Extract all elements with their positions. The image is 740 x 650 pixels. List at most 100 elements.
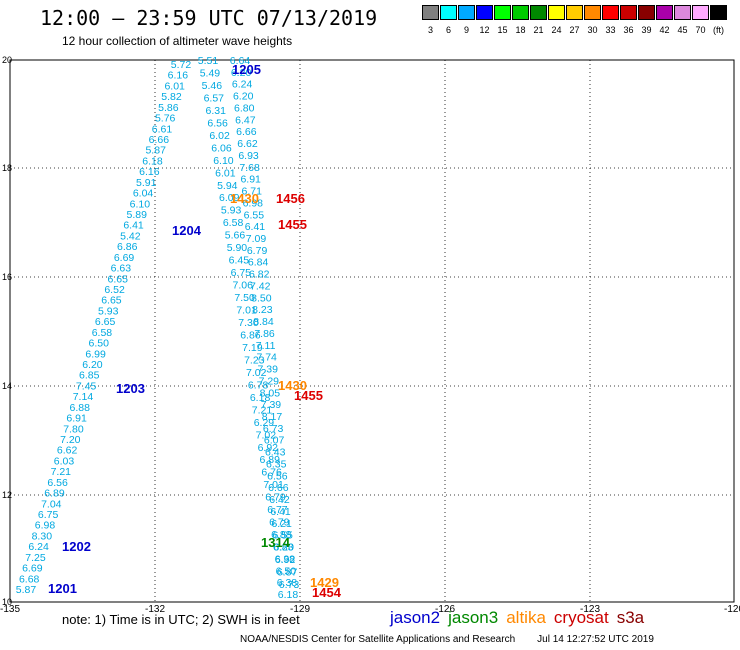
scale-label: 21: [533, 25, 544, 35]
track2-value: 5.93: [221, 205, 242, 217]
track2-value: 6.87: [277, 567, 298, 579]
track2-value: 6.88: [271, 529, 292, 541]
track1-value: 6.03: [54, 455, 75, 467]
legend-altika: altika: [506, 608, 546, 627]
track3-value: 6.41: [245, 221, 266, 233]
scale-label: 45: [677, 25, 688, 35]
track2-value: 6.92: [275, 554, 296, 566]
track1-value: 5.93: [98, 305, 119, 317]
track2-value: 6.56: [207, 117, 228, 129]
track1-value: 6.68: [19, 573, 40, 585]
track2-value: 6.06: [211, 142, 232, 154]
track1-value: 6.16: [168, 70, 189, 82]
time-marker: 1201: [48, 581, 77, 596]
scale-swatch: [494, 5, 511, 20]
track3-value: 6.91: [240, 174, 261, 186]
page-title: 12:00 – 23:59 UTC 07/13/2019: [40, 6, 378, 30]
scale-label: 30: [587, 25, 598, 35]
units-note: note: 1) Time is in UTC; 2) SWH is in fe…: [62, 612, 300, 627]
time-marker: 1429: [310, 575, 339, 590]
track2-value: 6.86: [240, 329, 261, 341]
track1-value: 6.10: [130, 198, 151, 210]
track3-value: 6.38: [277, 577, 298, 589]
track1-value: 6.18: [142, 155, 163, 167]
track1-value: 5.91: [136, 177, 157, 189]
track3-value: 6.64: [230, 55, 251, 67]
track2-value: 6.18: [250, 392, 271, 404]
y-tick-label: 18: [2, 163, 12, 173]
track3-value: 8.17: [262, 411, 283, 423]
track3-value: 6.93: [238, 150, 259, 162]
scale-label: 12: [479, 25, 490, 35]
scale-label: 24: [551, 25, 562, 35]
x-tick-label: -123: [580, 604, 600, 615]
track2-value: 6.77: [267, 504, 288, 516]
track3-value: 6.07: [264, 435, 285, 447]
track2-value: 7.01: [236, 305, 257, 317]
scale-label: 3: [427, 25, 433, 35]
track3-value: 6.80: [234, 102, 255, 114]
x-tick-label: -135: [0, 604, 20, 615]
track1-value: 6.65: [95, 316, 116, 328]
y-tick-label: 14: [2, 381, 12, 391]
track3-value: 7.42: [250, 280, 271, 292]
scale-label: 9: [463, 25, 469, 35]
track1-value: 6.65: [101, 295, 122, 307]
scale-swatch: [512, 5, 529, 20]
track2-value: 7.21: [252, 404, 273, 416]
scale-swatch: [530, 5, 547, 20]
map-frame: [9, 59, 735, 603]
map-grid: [9, 59, 735, 603]
track2-value: 7.06: [232, 280, 253, 292]
track2-value: 6.75: [231, 267, 252, 279]
time-marker: 1430: [230, 191, 259, 206]
scale-swatch: [674, 5, 691, 20]
scale-label: 33: [605, 25, 616, 35]
track1-value: 6.16: [139, 166, 160, 178]
track1-value: 7.21: [51, 466, 72, 478]
track1-value: 6.61: [152, 123, 173, 135]
scale-label: 36: [623, 25, 634, 35]
track3-value: 7.39: [261, 399, 282, 411]
track3-value: 8.23: [252, 304, 273, 316]
track1-value: 6.24: [28, 541, 49, 553]
track1-value: 6.91: [66, 413, 87, 425]
track1-value: 6.52: [104, 284, 125, 296]
track3-value: 6.42: [269, 494, 290, 506]
x-tick-label: -120: [724, 604, 740, 615]
track3-value: 8.84: [253, 316, 274, 328]
scale-swatch: [692, 5, 709, 20]
legend-s3a: s3a: [616, 608, 645, 627]
track3-value: 7.29: [259, 375, 280, 387]
time-marker: 1455: [294, 388, 323, 403]
track1-value: 6.01: [164, 80, 185, 92]
track2-value: 6.73: [279, 579, 300, 591]
track3-value: 6.20: [233, 91, 254, 103]
time-marker: 1202: [62, 539, 91, 554]
scale-label: 18: [515, 25, 526, 35]
track3-value: 6.73: [263, 423, 284, 435]
track3-value: 6.71: [242, 186, 263, 198]
track1-value: 7.04: [41, 498, 62, 510]
track3-value: 6.55: [244, 209, 265, 221]
track2-value: 6.01: [215, 167, 236, 179]
track3-value: 6.20: [274, 542, 295, 554]
scale-swatch: [710, 5, 727, 20]
track3-value: 7.68: [239, 162, 260, 174]
legend-jason3: jason3: [448, 608, 499, 627]
track1-value: 5.82: [161, 91, 182, 103]
track1-value: 8.30: [32, 530, 53, 542]
time-marker: 1454: [312, 585, 342, 600]
track1-value: 6.69: [22, 563, 43, 575]
track2-value: 6.76: [261, 467, 282, 479]
track1-value: 7.25: [25, 552, 46, 564]
track1-value: 7.20: [60, 434, 81, 446]
time-marker: 1204: [172, 223, 202, 238]
y-tick-label: 12: [2, 490, 12, 500]
track2-value: 6.45: [229, 255, 250, 267]
track3-value: 7.74: [256, 352, 277, 364]
track2-value: 6.58: [223, 217, 244, 229]
scale-label: 39: [641, 25, 652, 35]
track3-value: 6.79: [247, 245, 268, 257]
track1-value: 6.75: [38, 509, 59, 521]
